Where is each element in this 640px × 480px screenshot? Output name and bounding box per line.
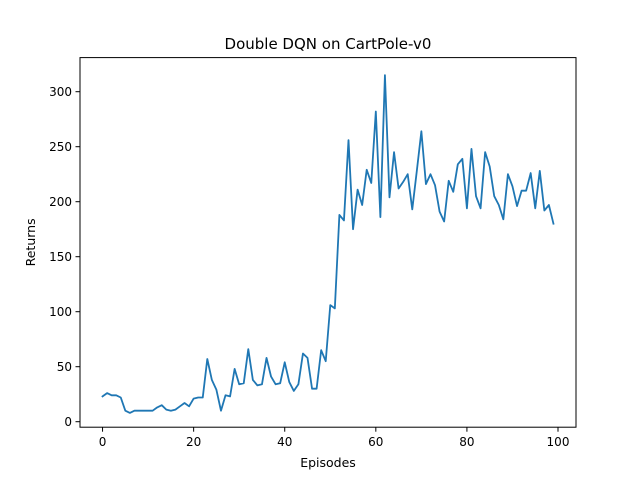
x-tick-label: 60 [368, 435, 383, 449]
y-axis-ticks: 0 50 100 150 200 250 300 [49, 85, 80, 429]
chart-title: Double DQN on CartPole-v0 [225, 35, 432, 53]
x-tick-label: 40 [277, 435, 292, 449]
y-tick-label: 200 [49, 195, 72, 209]
y-tick-label: 50 [57, 360, 72, 374]
y-axis-label: Returns [23, 218, 38, 266]
x-tick-label: 20 [186, 435, 201, 449]
axes-frame [79, 57, 577, 428]
y-tick-label: 300 [49, 85, 72, 99]
x-tick-label: 0 [99, 435, 107, 449]
y-tick-label: 150 [49, 250, 72, 264]
x-axis-label: Episodes [300, 455, 356, 470]
y-tick-label: 100 [49, 305, 72, 319]
y-tick-label: 250 [49, 140, 72, 154]
series-line [101, 74, 555, 414]
plot-area [79, 57, 577, 428]
y-tick-label: 0 [64, 415, 72, 429]
x-tick-label: 80 [459, 435, 474, 449]
x-tick-label: 100 [547, 435, 570, 449]
x-axis-ticks: 0 20 40 60 80 100 [99, 427, 570, 449]
series-group [101, 74, 555, 414]
